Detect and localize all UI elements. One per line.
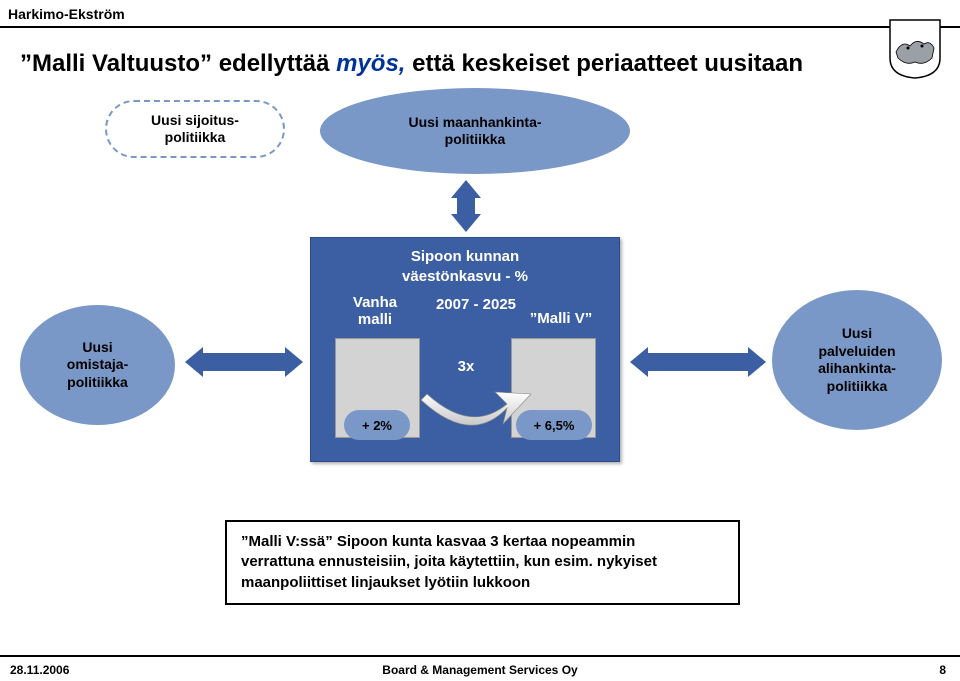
arrow-left: [185, 353, 303, 371]
panel-right-label: ”Malli V”: [516, 310, 606, 327]
value-left-text: + 2%: [362, 418, 392, 433]
header-author: Harkimo-Ekström: [8, 6, 125, 22]
callout-line1b: 3 kertaa nopeammin: [490, 533, 635, 550]
ellipse-omistaja: Uusi omistaja- politiikka: [20, 305, 175, 425]
value-right-text: + 6,5%: [534, 418, 575, 433]
panel-years: 2007 - 2025: [421, 296, 531, 313]
panel-left-label: Vanha malli: [335, 294, 415, 328]
value-left: + 2%: [344, 410, 410, 440]
ellipse-palveluiden: Uusi palveluiden alihankinta- politiikka: [772, 290, 942, 430]
title-emph: myös,: [336, 50, 405, 77]
footer-org: Board & Management Services Oy: [0, 663, 960, 677]
callout-line1a: ”Malli V:ssä” Sipoon kunta kasvaa: [241, 533, 490, 550]
callout-line2: verrattuna ennusteisiin, joita käytettii…: [241, 553, 657, 570]
arrow-right: [630, 353, 766, 371]
arrow-top: [457, 180, 475, 232]
ellipse-omistaja-label: Uusi omistaja- politiikka: [67, 339, 128, 392]
panel-header1: Sipoon kunnan: [311, 248, 619, 265]
panel-x3: 3x: [451, 358, 481, 375]
footer-rule: [0, 655, 960, 657]
swoosh-arrow-icon: [411, 386, 531, 446]
title-part2: edellyttää: [212, 50, 336, 77]
title-part3: että keskeiset periaatteet uusitaan: [405, 50, 803, 77]
callout-box: ”Malli V:ssä” Sipoon kunta kasvaa 3 kert…: [225, 520, 740, 605]
ellipse-maanhankinta: Uusi maanhankinta- politiikka: [320, 88, 630, 174]
title-part1: Malli Valtuusto: [32, 50, 200, 77]
crest-icon: [888, 18, 942, 80]
title-quote-open: ”: [20, 50, 32, 77]
callout-line3: maanpoliittiset linjaukset lyötiin lukko…: [241, 574, 530, 591]
pill-sijoitus-label: Uusi sijoitus- politiikka: [151, 112, 239, 147]
title-quote-close: ”: [200, 50, 212, 77]
pill-sijoitus: Uusi sijoitus- politiikka: [105, 100, 285, 158]
page-title: ”Malli Valtuusto” edellyttää myös, että …: [20, 50, 840, 78]
footer-page: 8: [939, 663, 946, 677]
ellipse-maanhankinta-label: Uusi maanhankinta- politiikka: [408, 114, 541, 149]
center-panel: Sipoon kunnan väestönkasvu - % 2007 - 20…: [310, 237, 620, 462]
ellipse-palveluiden-label: Uusi palveluiden alihankinta- politiikka: [818, 325, 896, 395]
panel-header2: väestönkasvu - %: [311, 268, 619, 285]
header-rule: [0, 26, 960, 28]
